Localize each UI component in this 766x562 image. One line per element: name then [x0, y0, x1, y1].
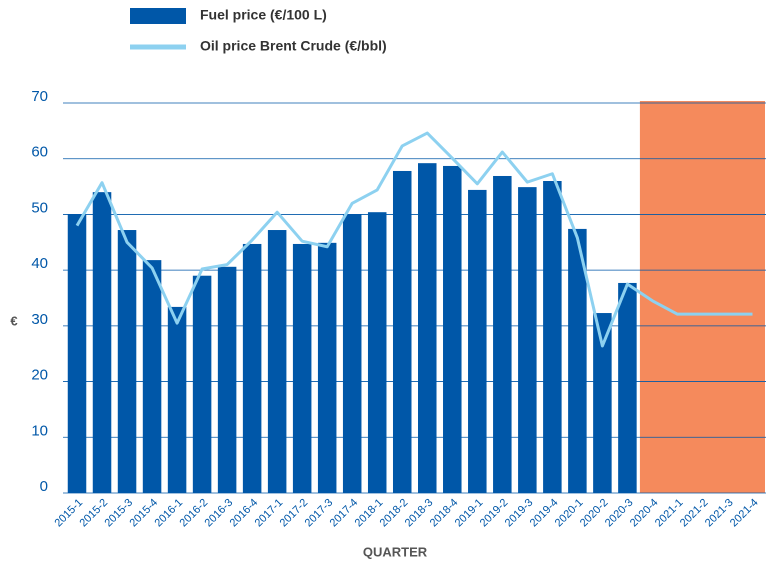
bar — [443, 165, 462, 493]
x-axis-label: QUARTER — [363, 544, 428, 559]
bar — [142, 260, 162, 493]
bar — [292, 243, 312, 493]
y-tick-label: 60 — [31, 144, 48, 161]
y-tick-label: 70 — [31, 88, 48, 105]
bar — [367, 212, 387, 493]
bar — [317, 242, 337, 493]
bar — [342, 214, 362, 493]
bar — [493, 175, 512, 493]
y-tick-label: 10 — [31, 422, 48, 439]
bar — [468, 189, 487, 493]
bar — [543, 181, 562, 493]
y-tick-label: 20 — [31, 367, 48, 384]
bar — [518, 187, 537, 493]
y-tick-label: 50 — [31, 199, 48, 216]
bar — [618, 282, 637, 493]
legend-label: Fuel price (€/100 L) — [200, 7, 327, 23]
legend-swatch — [130, 8, 186, 24]
bar — [568, 228, 587, 493]
line — [75, 131, 753, 348]
legend-label: Oil price Brent Crude (€/bbl) — [200, 38, 387, 54]
x-tick-label: 2021-4 — [728, 497, 761, 530]
bar — [67, 214, 87, 493]
bar — [593, 313, 612, 493]
bar — [117, 230, 137, 493]
y-tick-label: 40 — [31, 255, 48, 272]
bar — [167, 306, 187, 493]
y-tick-label: 0 — [40, 478, 48, 495]
bar — [392, 170, 412, 493]
bar — [418, 163, 437, 493]
bar — [192, 275, 212, 493]
y-tick-label: 30 — [31, 311, 48, 328]
bar — [92, 192, 112, 493]
bar — [217, 266, 237, 493]
y-axis-label: € — [10, 313, 17, 328]
forecast-shade — [639, 101, 765, 493]
bar — [242, 243, 262, 493]
bar — [267, 230, 287, 493]
